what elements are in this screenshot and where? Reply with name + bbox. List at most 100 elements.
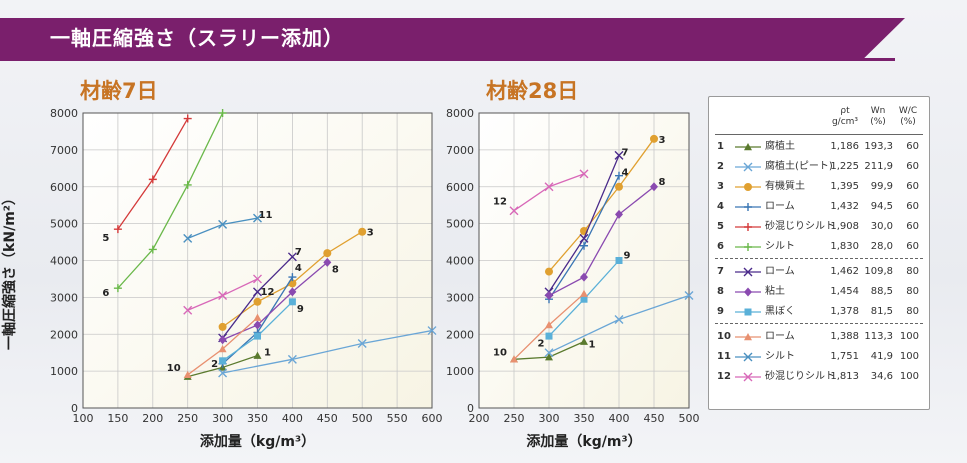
x-tick-label: 400 [282, 412, 303, 425]
y-tick-label: 2000 [446, 328, 474, 341]
legend-water-content: 30,0 [870, 221, 893, 232]
legend-symbol [735, 243, 761, 251]
legend-number: 2 [717, 161, 724, 172]
legend-soil-name: 有機質土 [765, 181, 805, 192]
legend-soil-name: 腐植土 [765, 141, 795, 152]
y-tick-label: 1000 [50, 365, 78, 378]
legend-water-content: 113,3 [864, 331, 893, 342]
series-9: 9 [545, 251, 631, 340]
legend-water-content: 211,9 [864, 161, 893, 172]
data-point [183, 114, 192, 123]
data-point [615, 209, 623, 219]
legend-symbol [735, 308, 761, 316]
legend-density: 1,751 [830, 351, 859, 362]
x-tick-label: 300 [539, 412, 560, 425]
series-label: 8 [332, 264, 339, 275]
data-point [684, 291, 694, 301]
legend-row-5: 5 砂混じりシルト 1,908 30,0 60 [709, 217, 929, 237]
data-point [218, 335, 227, 345]
chart-title-7day: 材齢7日 [80, 79, 158, 103]
legend-number: 6 [717, 241, 724, 252]
data-point [253, 287, 262, 297]
data-point [357, 338, 367, 348]
data-point [579, 233, 589, 243]
legend-marker [744, 243, 752, 251]
series-3: 3 [218, 227, 374, 331]
data-point [218, 368, 228, 378]
series-12: 12 [183, 274, 275, 315]
legend-symbol [735, 162, 761, 172]
legend-soil-name: 黒ぼく [765, 306, 795, 317]
legend-row-8: 8 粘土 1,454 88,5 80 [709, 282, 929, 302]
legend-symbol [735, 183, 761, 191]
legend-soil-name: ローム [765, 266, 795, 277]
y-tick-label: 6000 [50, 181, 78, 194]
series-label: 7 [295, 247, 302, 258]
series-3: 3 [545, 134, 666, 276]
legend-density: 1,454 [830, 286, 859, 297]
legend-wc-ratio: 60 [906, 201, 919, 212]
series-label: 9 [297, 304, 304, 315]
data-point [183, 370, 192, 379]
x-tick-label: 100 [73, 412, 94, 425]
data-point [545, 291, 553, 301]
data-point [218, 109, 227, 117]
banner-underline [0, 58, 895, 61]
y-tick-label: 6000 [446, 181, 474, 194]
series-line [117, 112, 224, 289]
series-line [222, 329, 433, 374]
y-tick-label: 5000 [446, 218, 474, 231]
x-tick-label: 250 [504, 412, 525, 425]
legend-density: 1,830 [830, 241, 859, 252]
legend-header-wc: W/C [898, 106, 918, 116]
legend-water-content: 41,9 [870, 351, 893, 362]
legend-wc-ratio: 100 [899, 331, 919, 342]
legend-wc-ratio: 60 [906, 161, 919, 172]
series-label: 5 [102, 233, 109, 244]
x-tick-label: 150 [107, 412, 128, 425]
legend-water-content: 99,9 [870, 181, 893, 192]
data-point [579, 169, 589, 179]
legend-marker [743, 352, 753, 362]
series-label: 12 [493, 197, 507, 208]
data-point [218, 345, 227, 353]
legend-table: ρt g/cm³ Wn (%) W/C (%) 1 腐植土 1,186 193,3 60… [708, 96, 930, 410]
legend-soil-name: 砂混じりシルト [765, 371, 835, 382]
legend-symbol [735, 287, 761, 297]
legend-number: 4 [717, 201, 724, 212]
data-point [615, 182, 623, 191]
series-label: 8 [659, 177, 666, 188]
series-12: 12 [493, 169, 589, 216]
legend-wc-ratio: 60 [906, 181, 919, 192]
series-10: 10 [493, 289, 588, 363]
y-tick-label: 7000 [50, 144, 78, 157]
series-10: 10 [167, 313, 262, 379]
y-tick-label: 3000 [446, 291, 474, 304]
legend-number: 8 [717, 286, 724, 297]
legend-soil-name: ローム [765, 331, 795, 342]
data-point [544, 348, 554, 358]
legend-symbol [735, 143, 761, 151]
y-tick-label: 4000 [50, 255, 78, 268]
series-label: 6 [102, 288, 109, 299]
y-tick-label: 5000 [50, 218, 78, 231]
data-point [219, 357, 227, 365]
series-2: 2 [211, 326, 437, 378]
legend-wc-ratio: 60 [906, 141, 919, 152]
chart-panel-28day: 200 250 300 350 400 450 5000100020003000400050… [446, 107, 700, 450]
data-point [253, 320, 262, 330]
legend-density: 1,813 [830, 371, 859, 382]
legend-header-wn: Wn [870, 106, 886, 116]
series-label: 12 [261, 287, 275, 298]
legend-number: 11 [717, 351, 731, 362]
data-point [148, 245, 157, 254]
legend-row-1: 1 腐植土 1,186 193,3 60 [709, 137, 929, 157]
legend-marker [743, 372, 753, 382]
legend-water-content: 109,8 [864, 266, 893, 277]
series-label: 7 [622, 147, 629, 158]
legend-row-7: 7 ローム 1,462 109,8 80 [709, 262, 929, 282]
data-point [580, 241, 588, 250]
series-label: 2 [211, 359, 218, 370]
legend-number: 10 [717, 331, 731, 342]
data-point [183, 233, 193, 243]
